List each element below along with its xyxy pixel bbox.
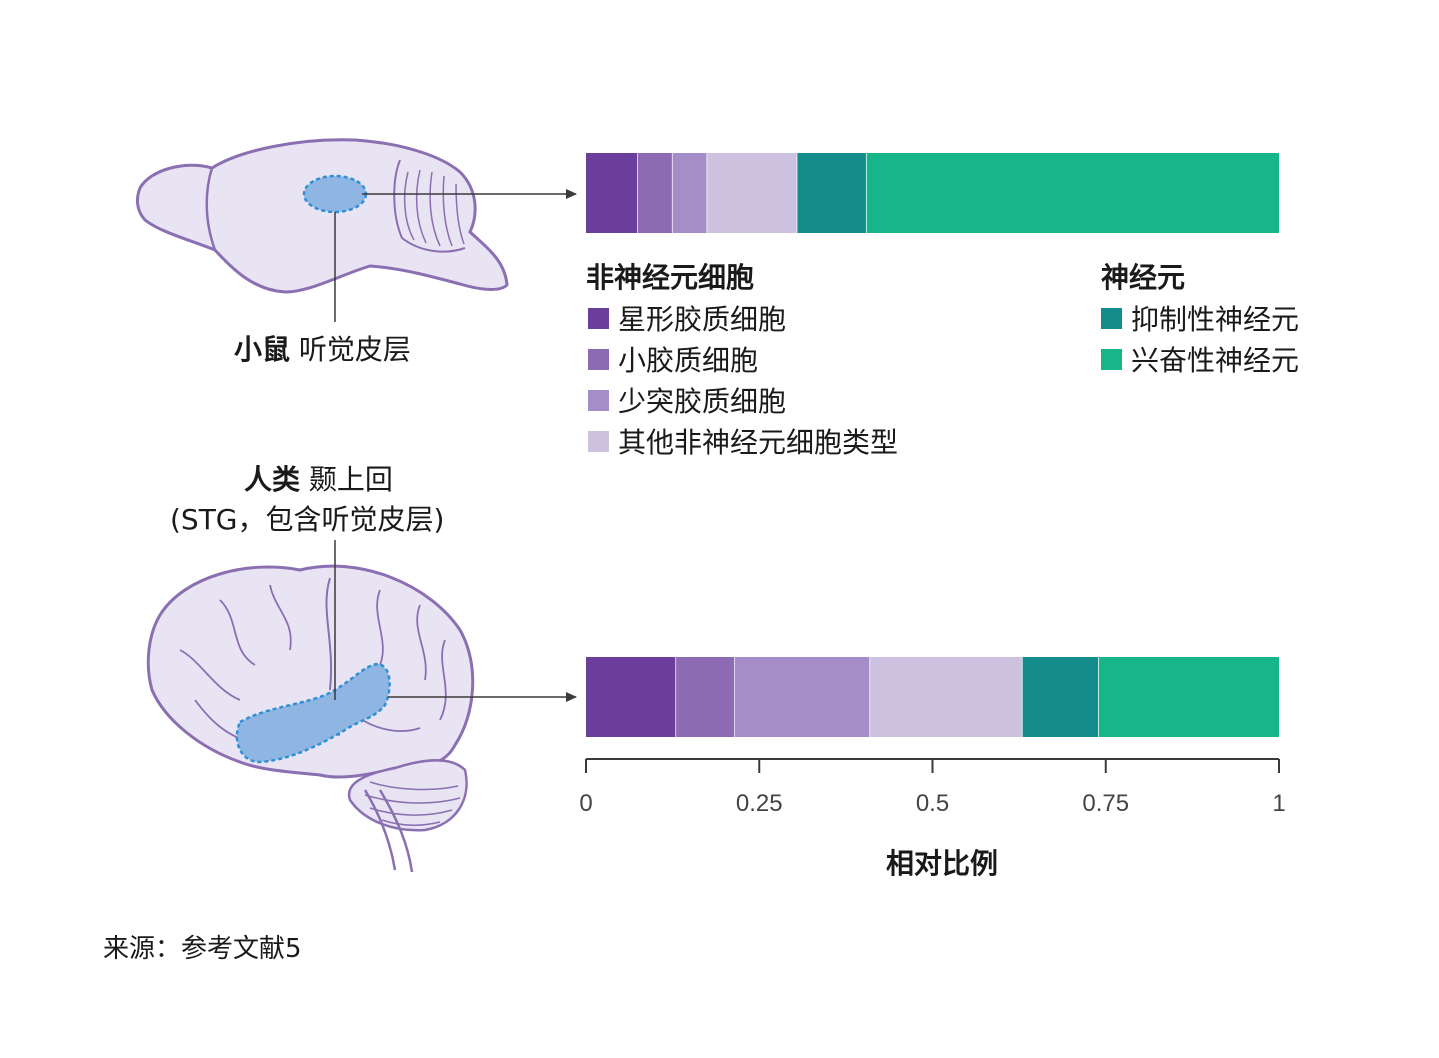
x-tick-label: 0.25	[736, 790, 783, 817]
bar-segment-mouse-5	[866, 153, 1279, 233]
human-label: 人类 颞上回	[244, 458, 393, 498]
bar-segment-human-0	[586, 657, 677, 737]
mouse-region: 听觉皮层	[298, 333, 411, 366]
stacked-bars	[586, 153, 1279, 737]
bar-segment-human-3	[870, 657, 1023, 737]
legend-title-non-neuronal: 非神经元细胞	[586, 261, 755, 294]
bar-segment-mouse-3	[707, 153, 798, 233]
legend-label: 抑制性神经元	[1131, 303, 1300, 336]
legend-item-other-non-neuronal: 其他非神经元细胞类型	[588, 421, 898, 461]
source-note: 来源：参考文献5	[103, 934, 302, 964]
bar-segment-mouse-2	[672, 153, 708, 233]
swatch-oligodendrocyte	[588, 389, 609, 411]
mouse-species: 小鼠	[234, 333, 291, 366]
x-tick-label: 0	[579, 790, 592, 817]
bar-segment-mouse-4	[797, 153, 867, 233]
human-species: 人类	[244, 463, 301, 496]
bar-segment-human-5	[1098, 657, 1279, 737]
bar-segment-human-1	[676, 657, 735, 737]
bar-segment-human-2	[734, 657, 871, 737]
bar-segment-human-4	[1022, 657, 1099, 737]
legend-item-oligodendrocyte: 少突胶质细胞	[588, 380, 786, 420]
mouse-brain-illustration	[135, 138, 509, 322]
legend-item-inhibitory: 抑制性神经元	[1101, 298, 1299, 338]
legend-item-excitatory: 兴奋性神经元	[1101, 339, 1299, 379]
legend-item-astrocyte: 星形胶质细胞	[588, 298, 786, 338]
bar-segment-mouse-1	[637, 153, 673, 233]
swatch-inhibitory	[1101, 307, 1122, 329]
human-brain-illustration	[146, 540, 475, 873]
legend-label: 其他非神经元细胞类型	[618, 426, 899, 459]
human-region: 颞上回	[308, 463, 393, 496]
swatch-other-non-neuronal	[588, 430, 609, 452]
legend-title-neuron: 神经元	[1101, 261, 1186, 294]
legend-label: 小胶质细胞	[618, 344, 759, 377]
legend-label: 星形胶质细胞	[618, 303, 787, 336]
bar-segment-mouse-0	[586, 153, 638, 233]
x-tick-label: 1	[1272, 790, 1285, 817]
mouse-label: 小鼠 听觉皮层	[234, 328, 411, 368]
x-tick-label: 0.75	[1082, 790, 1129, 817]
x-tick-label: 0.5	[916, 790, 949, 817]
legend-label: 少突胶质细胞	[618, 385, 787, 418]
legend-item-microglia: 小胶质细胞	[588, 339, 758, 379]
swatch-excitatory	[1101, 348, 1122, 370]
human-note: (STG，包含听觉皮层)	[170, 503, 445, 536]
x-axis-title: 相对比例	[886, 847, 999, 880]
legend-label: 兴奋性神经元	[1131, 344, 1300, 377]
x-axis: 0 0.25 0.5 0.75 1	[579, 758, 1286, 817]
swatch-microglia	[588, 348, 609, 370]
swatch-astrocyte	[588, 307, 609, 329]
